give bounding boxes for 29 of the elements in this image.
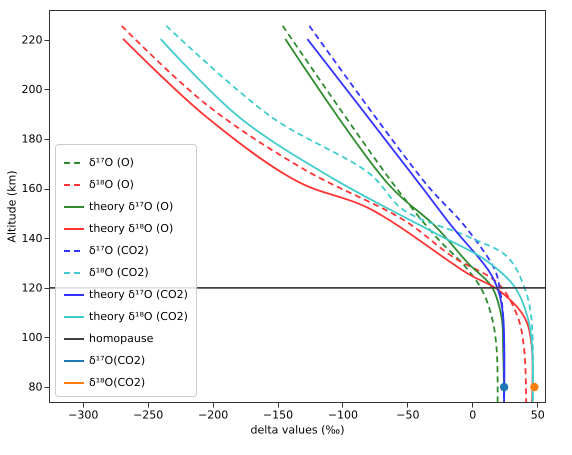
legend-label: homopause (89, 332, 154, 345)
x-tick-label: −100 (328, 408, 358, 422)
legend-label: theory δ¹⁸O (CO2) (89, 310, 188, 323)
y-tick-label: 160 (22, 182, 42, 196)
y-tick-label: 100 (22, 330, 42, 344)
legend-label: theory δ¹⁷O (O) (89, 200, 174, 213)
x-tick-label: −200 (198, 408, 228, 422)
legend-label: δ¹⁷O(CO2) (89, 354, 146, 367)
legend-label: theory δ¹⁸O (O) (89, 222, 174, 235)
y-axis-title: Altitude (km) (6, 170, 19, 243)
x-axis-title: delta values (‰) (250, 424, 344, 436)
y-tick-label: 140 (22, 232, 42, 245)
x-tick-label: 50 (530, 408, 545, 422)
legend-label: δ¹⁸O(CO2) (89, 376, 146, 389)
y-tick-label: 120 (22, 281, 42, 294)
x-tick-label: −300 (68, 408, 98, 422)
x-tick-label: −150 (262, 408, 294, 422)
legend-label: δ¹⁸O (O) (89, 178, 134, 191)
y-tick-label: 80 (28, 380, 42, 394)
x-tick-label: −250 (133, 408, 164, 422)
x-tick-label: −50 (396, 408, 420, 422)
y-tick-label: 220 (22, 33, 42, 46)
legend-label: δ¹⁸O (CO2) (89, 266, 149, 279)
legend-label: δ¹⁷O (CO2) (89, 244, 149, 257)
x-tick-label: 0 (469, 408, 476, 422)
legend-label: δ¹⁷O (O) (89, 156, 134, 169)
y-tick-label: 180 (22, 132, 42, 146)
legend-label: theory δ¹⁷O (CO2) (89, 288, 188, 301)
y-tick-label: 200 (22, 82, 42, 96)
